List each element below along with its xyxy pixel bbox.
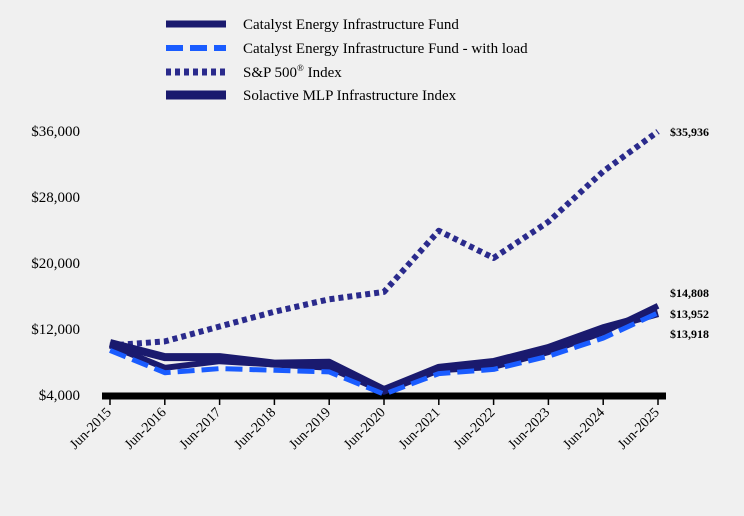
y-tick-label: $4,000 [39, 388, 80, 404]
y-tick-label: $20,000 [31, 256, 80, 272]
end-value-label-2: $13,952 [670, 307, 709, 321]
x-tick-label: Jun-2021 [396, 405, 443, 452]
x-tick-label: Jun-2018 [232, 405, 279, 452]
line-solactive-mlp-index [109, 309, 660, 395]
end-value-label-3: $35,936 [670, 125, 709, 139]
legend-label-2: Catalyst Energy Infrastructure Fund - wi… [243, 41, 528, 57]
x-tick-label: Jun-2023 [506, 405, 553, 452]
line-catalyst-fund-with-load [109, 310, 660, 397]
line-catalyst-fund [108, 303, 660, 395]
end-value-label-1: $14,808 [670, 286, 709, 300]
x-tick-label: Jun-2020 [341, 405, 388, 452]
legend-label-1: Catalyst Energy Infrastructure Fund [243, 17, 459, 33]
x-axis: Jun-2015 Jun-2016 Jun-2017 Jun-2018 Jun-2019… [67, 392, 666, 453]
y-axis: $4,000 $12,000 $20,000 $28,000 $36,000 [31, 124, 80, 404]
x-tick-label: Jun-2016 [122, 405, 169, 452]
line-sp500-index [109, 129, 660, 349]
y-tick-label: $36,000 [31, 124, 80, 140]
x-tick-label: Jun-2025 [615, 405, 662, 452]
x-tick-label: Jun-2015 [67, 405, 114, 452]
legend: Catalyst Energy Infrastructure Fund Catal… [166, 17, 528, 104]
x-tick-label: Jun-2022 [451, 405, 498, 452]
x-tick-label: Jun-2024 [561, 405, 608, 452]
series-lines [108, 129, 660, 397]
end-value-label-4: $13,918 [670, 327, 709, 341]
legend-label-3: S&P 500® Index [243, 63, 342, 81]
end-labels: $14,808 $13,952 $35,936 $13,918 [670, 125, 709, 341]
y-tick-label: $28,000 [31, 190, 80, 206]
x-tick-label: Jun-2019 [287, 405, 334, 452]
y-tick-label: $12,000 [31, 322, 80, 338]
legend-label-4: Solactive MLP Infrastructure Index [243, 88, 457, 104]
x-tick-label: Jun-2017 [177, 405, 224, 452]
